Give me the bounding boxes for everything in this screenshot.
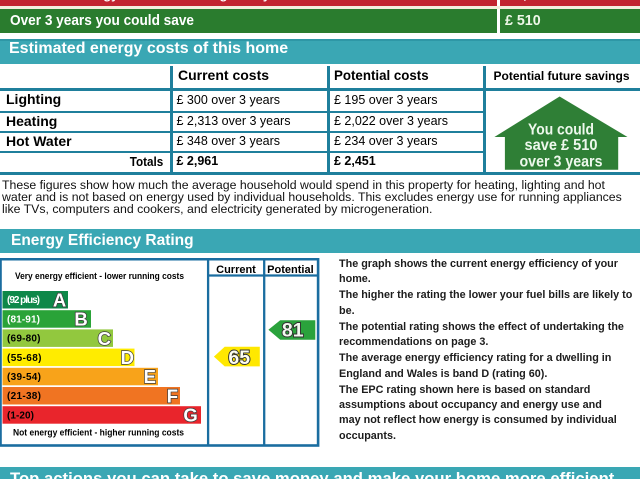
svg-text:(81-91): (81-91)	[7, 314, 40, 325]
svg-text:81: 81	[282, 320, 304, 342]
svg-text:(39-54): (39-54)	[7, 372, 41, 383]
svg-text:G: G	[183, 405, 197, 426]
svg-text:Very energy efficient - lower: Very energy efficient - lower running co…	[15, 271, 184, 282]
svg-text:(1-20): (1-20)	[7, 410, 34, 421]
svg-text:(92 plus): (92 plus)	[7, 295, 40, 306]
svg-text:(21-38): (21-38)	[7, 391, 41, 402]
svg-text:Not energy efficient - higher: Not energy efficient - higher running co…	[13, 428, 184, 439]
svg-text:(69-80): (69-80)	[7, 334, 41, 345]
svg-text:B: B	[74, 309, 87, 330]
svg-text:(55-68): (55-68)	[7, 353, 42, 364]
svg-text:Potential: Potential	[267, 264, 313, 276]
svg-text:65: 65	[228, 347, 250, 369]
svg-text:Current: Current	[216, 264, 256, 276]
svg-text:You could: You could	[528, 121, 594, 138]
svg-text:E: E	[144, 366, 156, 387]
svg-text:A: A	[53, 289, 66, 310]
svg-text:C: C	[98, 328, 111, 349]
svg-text:save £ 510: save £ 510	[525, 137, 598, 154]
svg-text:D: D	[121, 347, 134, 368]
svg-text:F: F	[167, 385, 178, 406]
svg-text:over 3 years: over 3 years	[520, 154, 603, 171]
